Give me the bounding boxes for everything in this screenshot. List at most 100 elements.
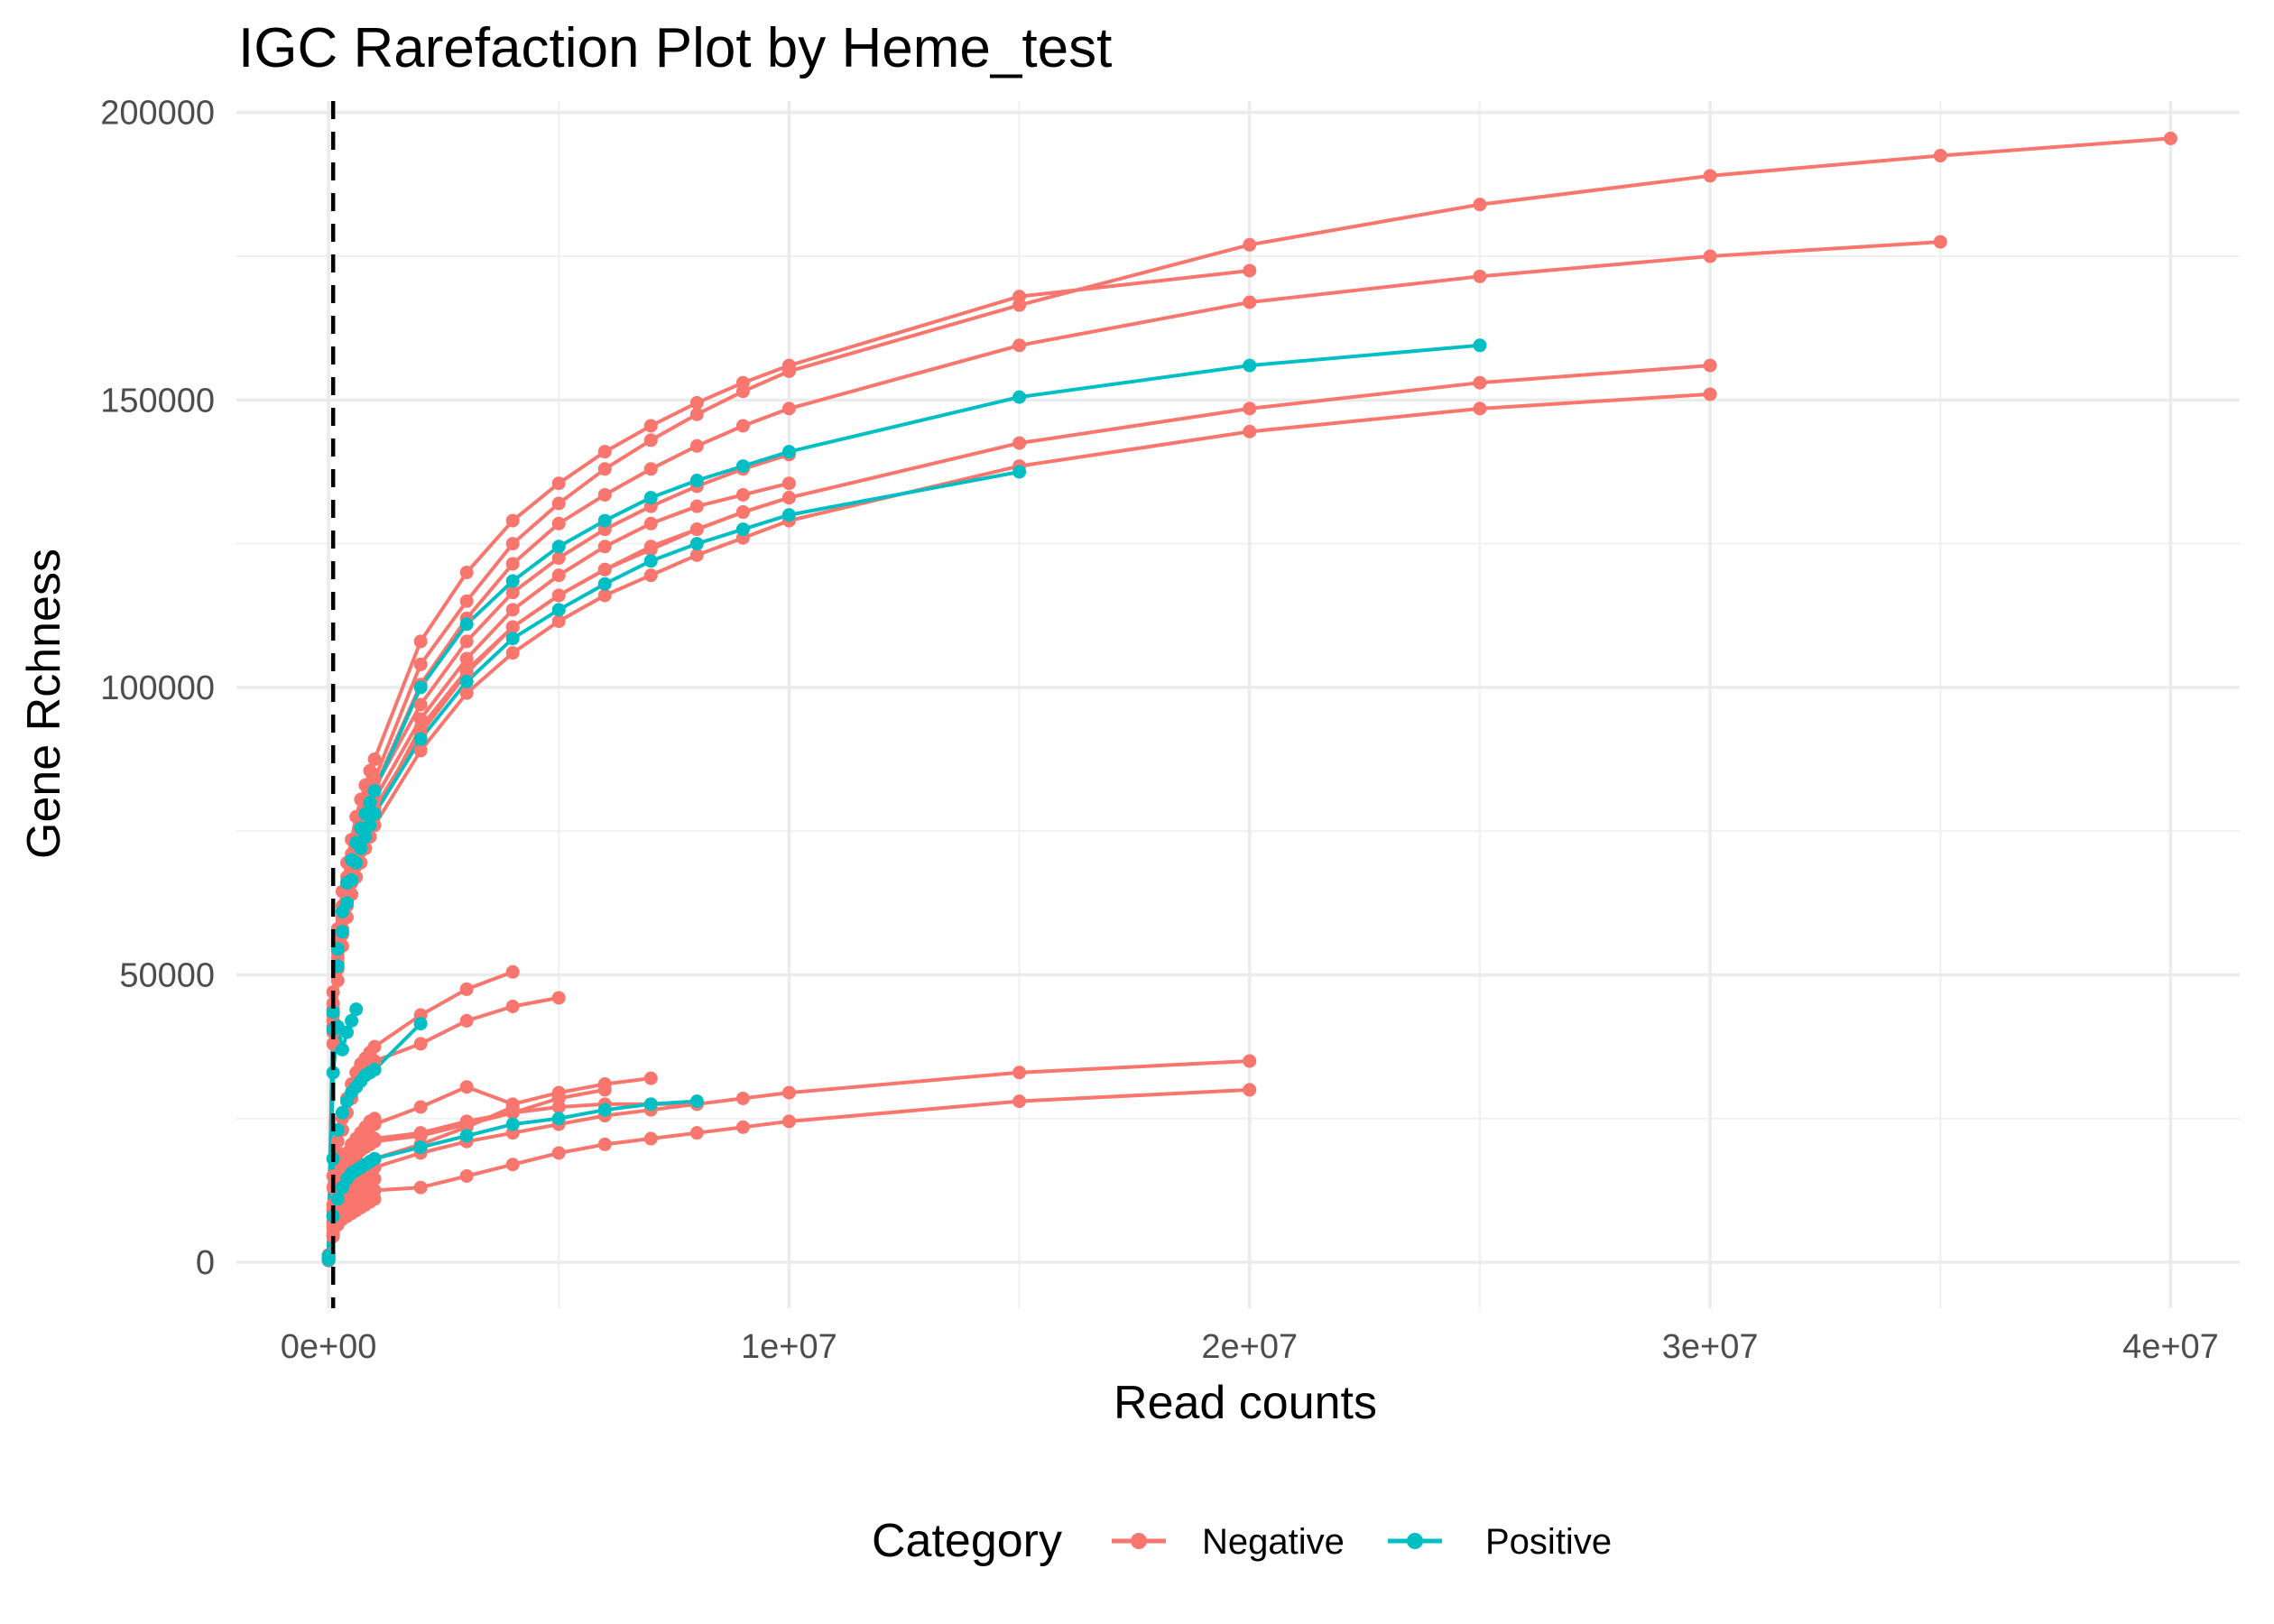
data-point-negative xyxy=(643,462,658,476)
y-axis-title: Gene Rchness xyxy=(18,549,70,859)
data-point-negative xyxy=(459,1168,474,1183)
data-point-negative xyxy=(505,586,520,600)
data-point-positive xyxy=(505,1117,520,1131)
x-tick-label: 0e+00 xyxy=(281,1328,377,1366)
data-point-negative xyxy=(505,513,520,528)
data-point-positive xyxy=(339,896,354,910)
data-point-negative xyxy=(781,1085,796,1100)
data-point-negative xyxy=(459,1013,474,1028)
data-point-negative xyxy=(413,697,428,712)
data-point-negative xyxy=(689,396,704,410)
data-point-negative xyxy=(459,594,474,608)
data-point-positive xyxy=(367,1151,382,1166)
data-point-negative xyxy=(689,499,704,513)
data-point-negative xyxy=(597,462,612,476)
data-point-positive xyxy=(413,1017,428,1031)
data-point-negative xyxy=(1012,436,1027,450)
data-point-negative xyxy=(1243,237,1257,252)
data-point-negative xyxy=(413,1100,428,1114)
x-tick-label: 1e+07 xyxy=(741,1328,837,1366)
data-point-negative xyxy=(551,588,566,603)
data-point-negative xyxy=(643,568,658,583)
data-point-positive xyxy=(459,675,474,689)
data-point-positive xyxy=(505,574,520,588)
data-point-negative xyxy=(505,1000,520,1013)
data-point-positive xyxy=(597,577,612,591)
data-point-negative xyxy=(643,542,658,557)
data-point-positive xyxy=(349,855,364,870)
data-point-negative xyxy=(781,358,796,373)
data-point-negative xyxy=(735,419,750,433)
data-point-negative xyxy=(643,1071,658,1085)
data-point-positive xyxy=(345,872,359,887)
data-point-negative xyxy=(413,657,428,671)
data-point-positive xyxy=(363,818,377,833)
data-point-positive xyxy=(551,540,566,554)
data-point-negative xyxy=(643,433,658,448)
legend-label-negative: Negative xyxy=(1202,1522,1345,1562)
data-point-positive xyxy=(781,445,796,459)
data-point-negative xyxy=(459,982,474,996)
chart-title: IGC Rarefaction Plot by Heme_test xyxy=(238,17,1112,79)
data-point-negative xyxy=(551,614,566,629)
data-point-positive xyxy=(643,491,658,505)
data-point-positive xyxy=(413,732,428,746)
data-point-negative xyxy=(1012,1094,1027,1109)
data-point-negative xyxy=(735,1091,750,1105)
y-tick-label: 150000 xyxy=(100,382,215,420)
data-point-positive xyxy=(367,784,382,798)
data-point-negative xyxy=(551,496,566,511)
data-point-negative xyxy=(505,1100,520,1114)
data-point-positive xyxy=(413,680,428,695)
data-point-positive xyxy=(335,1105,349,1120)
legend-title: Category xyxy=(872,1515,1062,1567)
x-tick-label: 3e+07 xyxy=(1662,1328,1759,1366)
data-point-negative xyxy=(505,964,520,979)
data-point-negative xyxy=(551,551,566,566)
data-point-positive xyxy=(367,1063,382,1077)
data-point-positive xyxy=(597,513,612,528)
data-point-positive xyxy=(735,459,750,474)
legend-label-positive: Positive xyxy=(1485,1522,1612,1562)
data-point-negative xyxy=(689,522,704,537)
data-point-positive xyxy=(339,1025,354,1039)
data-point-negative xyxy=(367,752,382,767)
data-point-negative xyxy=(413,743,428,758)
series-points xyxy=(321,131,2177,1268)
data-point-negative xyxy=(367,1172,382,1186)
data-point-negative xyxy=(505,537,520,551)
data-point-negative xyxy=(551,1091,566,1105)
x-tick-label: 2e+07 xyxy=(1201,1328,1298,1366)
data-point-negative xyxy=(1243,424,1257,438)
data-point-negative xyxy=(597,588,612,603)
data-point-positive xyxy=(363,795,377,809)
data-point-positive xyxy=(1012,465,1027,479)
y-tick-label: 100000 xyxy=(100,669,215,707)
data-point-negative xyxy=(1243,1054,1257,1068)
y-tick-label: 200000 xyxy=(100,95,215,133)
data-point-positive xyxy=(643,554,658,568)
data-point-negative xyxy=(367,1192,382,1206)
x-tick-label: 4e+07 xyxy=(2122,1328,2219,1366)
data-point-positive xyxy=(505,632,520,646)
data-point-negative xyxy=(551,1146,566,1160)
data-point-negative xyxy=(1243,401,1257,416)
data-point-negative xyxy=(1243,1083,1257,1097)
data-point-positive xyxy=(643,1097,658,1112)
data-point-positive xyxy=(330,1192,345,1206)
data-point-negative xyxy=(735,505,750,520)
data-point-positive xyxy=(335,1042,349,1057)
data-point-positive xyxy=(551,1112,566,1126)
data-point-negative xyxy=(1473,401,1487,416)
data-point-negative xyxy=(1703,169,1717,183)
data-point-negative xyxy=(505,620,520,634)
data-point-negative xyxy=(689,1126,704,1140)
y-tick-label: 50000 xyxy=(119,956,215,994)
data-point-positive xyxy=(689,474,704,488)
data-point-positive xyxy=(689,1094,704,1109)
legend: Category Negative Positive xyxy=(872,1515,1612,1567)
data-point-negative xyxy=(551,516,566,531)
grid-major-lines xyxy=(236,101,2240,1308)
data-point-negative xyxy=(781,476,796,491)
data-point-negative xyxy=(367,1039,382,1054)
